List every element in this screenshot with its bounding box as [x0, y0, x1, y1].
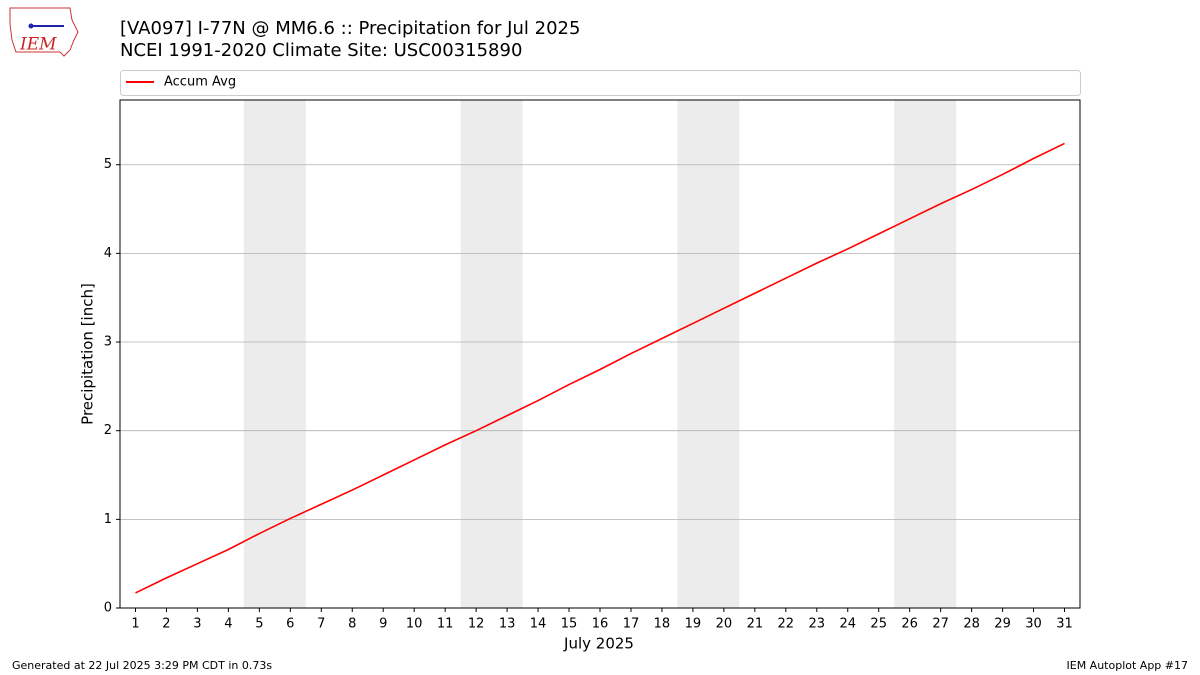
x-tick-label: 28	[963, 617, 980, 632]
x-tick-label: 13	[499, 617, 516, 632]
x-tick-label: 7	[317, 617, 325, 632]
footer-left: Generated at 22 Jul 2025 3:29 PM CDT in …	[12, 659, 272, 672]
legend-label: Accum Avg	[164, 75, 236, 90]
weekend-shade	[677, 100, 740, 608]
footer-right: IEM Autoplot App #17	[1067, 659, 1189, 672]
chart-title: [VA097] I-77N @ MM6.6 :: Precipitation f…	[120, 18, 580, 39]
y-axis-label: Precipitation [inch]	[79, 283, 97, 425]
weekend-shade	[894, 100, 957, 608]
logo-text: IEM	[19, 35, 57, 55]
x-tick-label: 16	[592, 617, 609, 632]
x-tick-label: 9	[379, 617, 387, 632]
x-tick-label: 11	[437, 617, 454, 632]
x-tick-label: 19	[685, 617, 702, 632]
logo-outline	[9, 7, 79, 57]
x-tick-label: 18	[654, 617, 671, 632]
y-tick-label: 0	[104, 601, 112, 616]
x-tick-label: 22	[778, 617, 795, 632]
weekend-shade	[243, 100, 306, 608]
x-tick-label: 21	[747, 617, 764, 632]
x-tick-label: 29	[994, 617, 1011, 632]
y-tick-label: 3	[104, 335, 112, 350]
x-tick-label: 8	[348, 617, 356, 632]
x-tick-label: 17	[623, 617, 640, 632]
y-tick-label: 2	[104, 423, 112, 438]
y-tick-label: 1	[104, 512, 112, 527]
legend-box	[120, 70, 1081, 96]
x-tick-label: 10	[406, 617, 423, 632]
x-tick-label: 27	[932, 617, 949, 632]
x-tick-label: 25	[870, 617, 887, 632]
y-tick-label: 5	[104, 157, 112, 172]
x-tick-label: 14	[530, 617, 547, 632]
series-line	[135, 142, 1065, 594]
x-tick-label: 15	[561, 617, 578, 632]
x-tick-label: 24	[839, 617, 856, 632]
x-tick-label: 1	[131, 617, 139, 632]
chart-subtitle: NCEI 1991-2020 Climate Site: USC00315890	[120, 40, 522, 61]
x-tick-label: 3	[193, 617, 201, 632]
x-tick-label: 12	[468, 617, 485, 632]
x-tick-label: 5	[255, 617, 263, 632]
x-tick-label: 2	[162, 617, 170, 632]
x-tick-label: 26	[901, 617, 918, 632]
x-tick-label: 30	[1025, 617, 1042, 632]
y-tick-label: 4	[104, 246, 112, 261]
x-tick-label: 31	[1056, 617, 1073, 632]
x-tick-label: 20	[716, 617, 733, 632]
logo: IEM	[9, 7, 79, 57]
x-tick-label: 23	[809, 617, 826, 632]
x-axis-label: July 2025	[563, 635, 634, 653]
x-tick-label: 6	[286, 617, 294, 632]
plot-frame	[119, 99, 1081, 609]
x-tick-label: 4	[224, 617, 232, 632]
weekend-shade	[460, 100, 523, 608]
